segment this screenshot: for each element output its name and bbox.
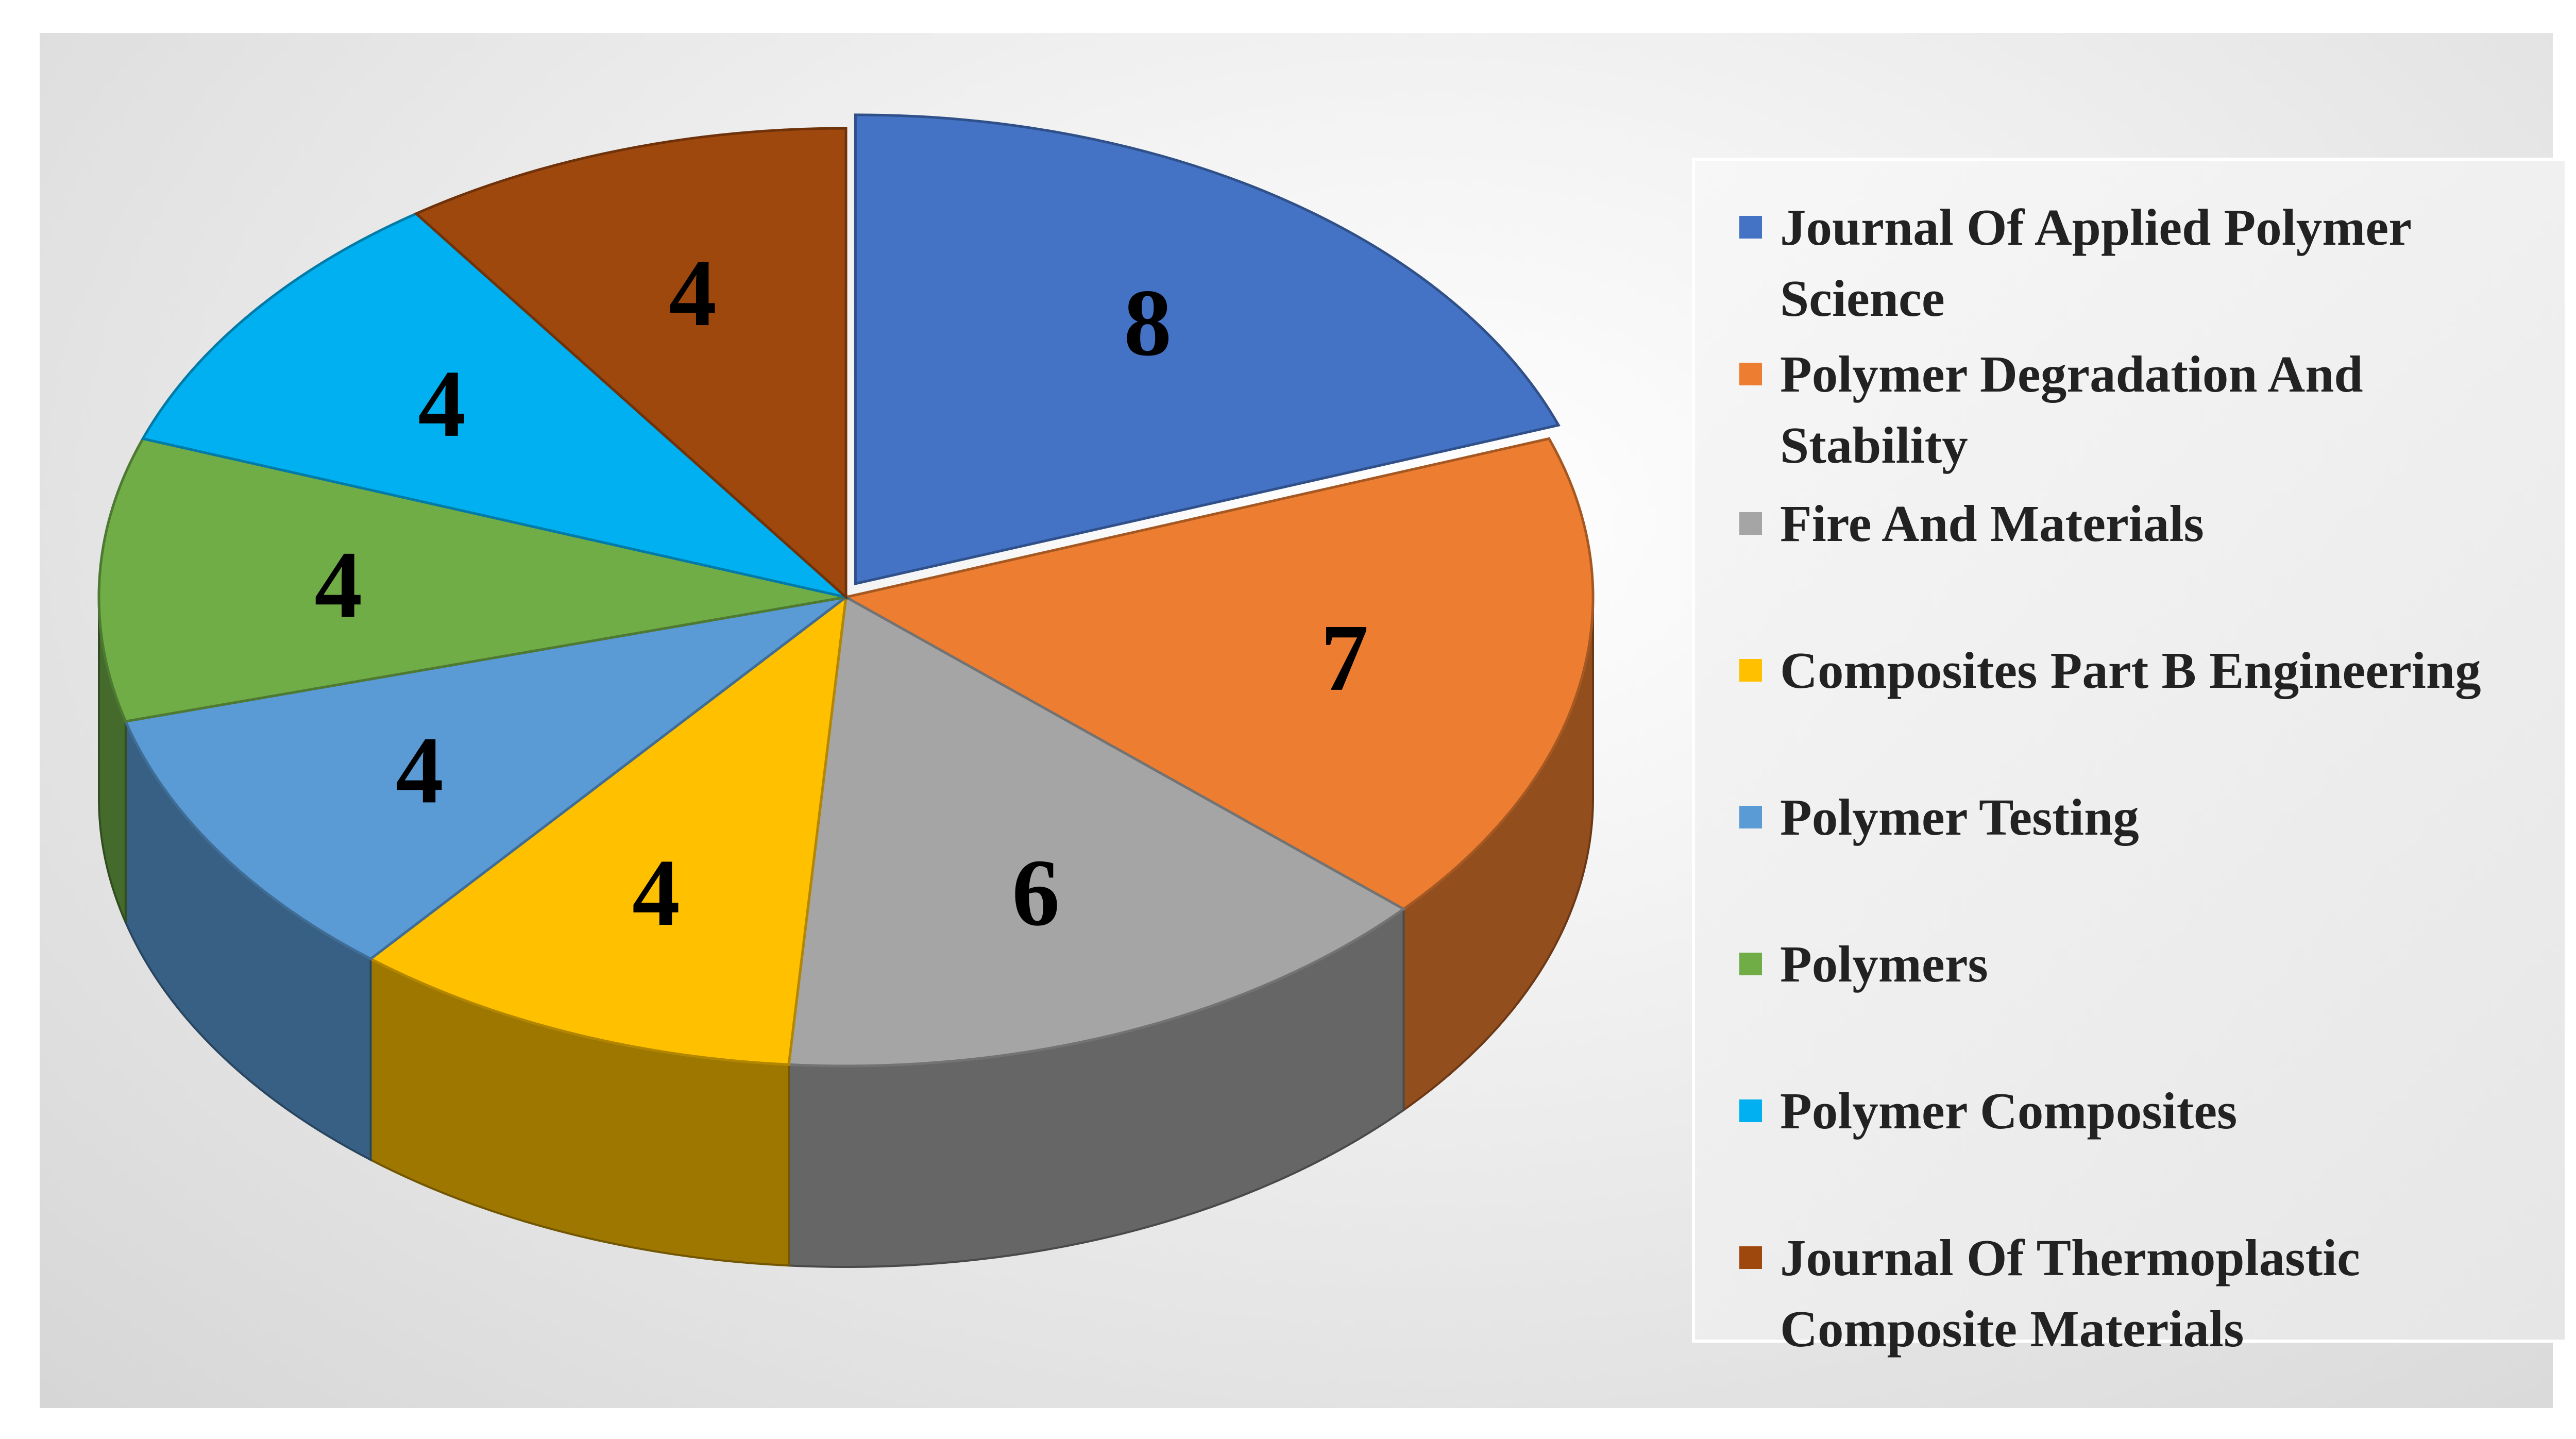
legend-label: Polymer Degradation And Stability: [1780, 345, 2363, 474]
legend-label: Polymer Composites: [1780, 1082, 2238, 1140]
legend-swatch: [1739, 512, 1762, 535]
legend-swatch: [1739, 1099, 1762, 1122]
legend-swatch: [1739, 216, 1762, 239]
legend-swatch: [1739, 659, 1762, 682]
pie-slice-5: [124, 596, 847, 961]
legend-label: Polymers: [1780, 935, 1988, 993]
pie-slice-1: [854, 113, 1561, 585]
pie-slice-3: [787, 595, 1406, 1068]
pie-slice-8: [414, 127, 848, 600]
legend-label: Journal Of Applied Polymer Science: [1780, 198, 2411, 327]
legend-swatch: [1739, 363, 1762, 385]
pie-sides: [98, 597, 1594, 1268]
pie-slice-2: [842, 437, 1595, 911]
legend-label: Fire And Materials: [1780, 495, 2204, 552]
legend-swatch: [1739, 806, 1762, 828]
legend-swatch: [1739, 953, 1762, 975]
pie-data-label-5: 4: [396, 717, 444, 823]
pie-data-label-3: 6: [1012, 840, 1060, 946]
pie-data-label-6: 4: [314, 532, 362, 638]
pie-slice-4: [368, 594, 848, 1066]
pie-slice-7: [141, 212, 851, 600]
pie-data-label-7: 4: [418, 351, 466, 457]
chart-legend: Journal Of Applied Polymer Science Polyme…: [1692, 158, 2568, 1358]
pie-data-label-1: 8: [1124, 270, 1172, 376]
legend-label: Journal Of Thermoplastic Composite Mater…: [1780, 1229, 2360, 1358]
pie-data-label-2: 7: [1320, 605, 1368, 711]
legend-swatch: [1739, 1246, 1762, 1269]
legend-label: Composites Part B Engineering: [1780, 641, 2481, 699]
pie-slice-6: [97, 437, 846, 723]
pie-slices: [97, 113, 1595, 1068]
legend-label: Polymer Testing: [1780, 788, 2139, 846]
pie-data-label-4: 4: [632, 840, 680, 946]
pie-data-label-8: 4: [669, 240, 717, 346]
